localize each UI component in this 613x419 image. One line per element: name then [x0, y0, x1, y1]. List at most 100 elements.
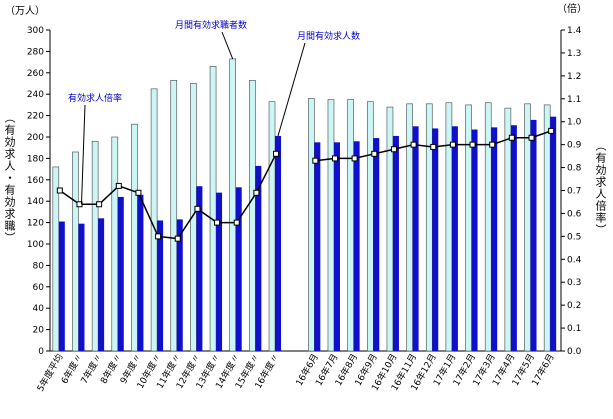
bar-job-seekers [445, 102, 453, 352]
bar-job-openings [471, 129, 478, 351]
bar-job-seekers [209, 66, 217, 352]
bar-job-openings [98, 218, 105, 351]
bar-job-openings [333, 142, 340, 351]
annotation-label: 月間有効求職者数 [175, 19, 247, 31]
bar-job-seekers [268, 101, 276, 352]
y-tick-label: 280 [27, 47, 44, 57]
bar-job-openings [216, 192, 223, 351]
bar-job-openings [275, 135, 282, 351]
annotation-leader [80, 104, 86, 205]
ratio-point [115, 182, 122, 189]
bar-job-openings [373, 138, 380, 351]
bar-job-seekers [170, 79, 178, 352]
y-axis-unit-right: （倍） [557, 2, 587, 15]
bar-job-seekers [111, 136, 119, 352]
bar-job-seekers [131, 123, 138, 352]
bar-job-openings [176, 219, 183, 351]
y2-tick-label: 1.1 [567, 95, 581, 105]
bar-job-openings [117, 196, 124, 351]
y-tick-label: 100 [27, 240, 44, 250]
ratio-point [312, 157, 319, 164]
y-tick-label: 260 [27, 69, 44, 79]
bar-job-openings [157, 220, 164, 351]
ratio-point [351, 155, 358, 162]
bar-job-openings [392, 135, 399, 351]
y2-tick-label: 0.3 [567, 278, 581, 288]
bar-job-seekers [249, 79, 256, 352]
y2-tick-label: 0.2 [567, 301, 581, 311]
ratio-point [155, 233, 162, 240]
bar-job-openings [314, 142, 321, 351]
bar-job-openings [432, 128, 439, 351]
bar-job-seekers [72, 151, 79, 352]
annotation-label: 月間有効求人数 [297, 30, 360, 42]
y2-tick-label: 0.8 [567, 164, 582, 174]
annotation-leader [221, 31, 234, 60]
y-tick-label: 20 [33, 326, 45, 336]
bar-job-seekers [406, 103, 413, 352]
ratio-point [469, 141, 476, 148]
bar-job-seekers [425, 103, 433, 352]
bar-job-seekers [366, 101, 374, 352]
annotation-label: 有効求人倍率 [68, 92, 122, 104]
bar-job-seekers [327, 99, 335, 352]
y2-tick-label: 0.6 [567, 209, 582, 219]
y-tick-label: 180 [27, 154, 44, 164]
y2-tick-label: 0.0 [567, 347, 582, 357]
y2-tick-label: 0.5 [567, 232, 581, 242]
bar-job-openings [530, 119, 537, 351]
ratio-point [331, 155, 338, 162]
y2-tick-label: 0.7 [567, 187, 581, 197]
ratio-point [233, 219, 240, 226]
ratio-point [548, 127, 555, 134]
bar-job-openings [550, 116, 557, 351]
bar-job-seekers [504, 107, 512, 352]
ratio-point [174, 235, 181, 242]
y-tick-label: 160 [27, 176, 44, 186]
bar-job-openings [451, 126, 458, 351]
y2-tick-label: 0.4 [567, 255, 582, 265]
y-axis-unit-left: （万人） [5, 5, 45, 17]
ratio-point [96, 201, 103, 208]
ratio-point [430, 143, 437, 150]
bar-job-seekers [150, 88, 158, 352]
bar-job-openings [58, 221, 65, 351]
ratio-point [194, 205, 201, 212]
ratio-point [214, 219, 221, 226]
y-tick-label: 60 [33, 283, 45, 293]
bar-job-openings [137, 194, 144, 351]
bar-job-openings [78, 223, 85, 351]
y-tick-label: 200 [27, 133, 44, 143]
y2-tick-label: 1.0 [567, 118, 582, 128]
x-tick-label: 5年度平均 [34, 352, 65, 394]
y-tick-label: 240 [27, 90, 44, 100]
annotation-leader [277, 42, 306, 137]
ratio-point [135, 189, 142, 196]
ratio-point [528, 134, 535, 141]
ratio-point [410, 141, 417, 148]
bar-job-openings [491, 127, 498, 352]
bar-job-seekers [484, 102, 492, 352]
y-tick-label: 140 [27, 197, 44, 207]
y-axis-title-right: （有効求人倍率） [594, 140, 607, 236]
ratio-point [390, 146, 397, 153]
bar-job-seekers [347, 99, 354, 352]
bar-job-seekers [543, 104, 551, 352]
ratio-line [59, 153, 277, 240]
bar-job-seekers [386, 106, 394, 352]
y-axis-title-left: （有効求人・有効求職） [3, 112, 16, 244]
bar-job-openings [510, 125, 517, 351]
bar-job-openings [353, 141, 360, 351]
y2-tick-label: 1.3 [567, 49, 581, 59]
bar-job-openings [412, 126, 419, 351]
bar-job-seekers [308, 98, 315, 352]
y2-tick-label: 1.4 [567, 26, 582, 36]
bar-job-seekers [229, 58, 237, 352]
ratio-point [253, 189, 260, 196]
bar-job-openings [196, 186, 203, 351]
bar-job-seekers [524, 103, 531, 352]
y2-tick-label: 0.1 [567, 324, 581, 334]
y2-tick-label: 1.2 [567, 72, 581, 82]
ratio-point [508, 134, 515, 141]
ratio-point [449, 141, 456, 148]
